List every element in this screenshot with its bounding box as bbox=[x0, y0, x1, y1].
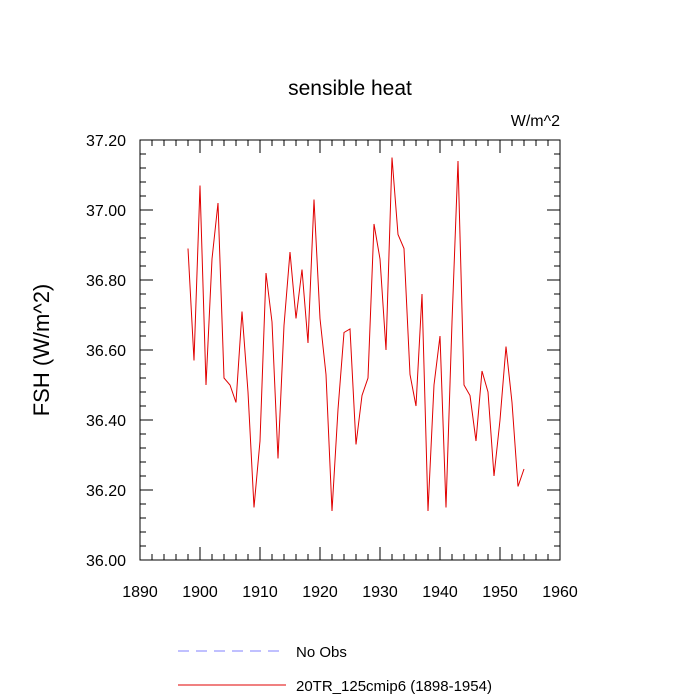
plot-frame bbox=[139, 139, 561, 561]
y-tick-labels: 36.00 36.20 36.40 36.60 36.80 37.00 37.20 bbox=[86, 133, 126, 570]
x-tick-label: 1930 bbox=[362, 584, 398, 601]
x-tick-label: 1920 bbox=[302, 584, 338, 601]
x-tick-label: 1940 bbox=[422, 584, 458, 601]
x-tick-label: 1910 bbox=[242, 584, 278, 601]
chart-title: sensible heat bbox=[288, 77, 412, 100]
y-tick-label: 36.80 bbox=[86, 273, 126, 290]
axis-ticks bbox=[139, 139, 561, 561]
y-tick-label: 36.40 bbox=[86, 413, 126, 430]
y-tick-label: 36.00 bbox=[86, 553, 126, 570]
series-line-20tr bbox=[187, 157, 525, 512]
y-axis-label: FSH (W/m^2) bbox=[29, 284, 54, 417]
units-label: W/m^2 bbox=[511, 113, 560, 130]
x-tick-label: 1890 bbox=[122, 584, 158, 601]
y-tick-label: 36.20 bbox=[86, 483, 126, 500]
series-layer bbox=[187, 157, 525, 512]
x-tick-label: 1960 bbox=[542, 584, 578, 601]
legend: No Obs 20TR_125cmip6 (1898-1954) bbox=[178, 644, 492, 695]
x-tick-label: 1950 bbox=[482, 584, 518, 601]
y-tick-label: 37.20 bbox=[86, 133, 126, 150]
legend-label-no-obs: No Obs bbox=[296, 644, 347, 661]
y-tick-label: 37.00 bbox=[86, 203, 126, 220]
legend-label-20tr: 20TR_125cmip6 (1898-1954) bbox=[296, 678, 492, 695]
x-tick-label: 1900 bbox=[182, 584, 218, 601]
y-tick-label: 36.60 bbox=[86, 343, 126, 360]
x-tick-labels: 1890 1900 1910 1920 1930 1940 1950 1960 bbox=[122, 584, 578, 601]
